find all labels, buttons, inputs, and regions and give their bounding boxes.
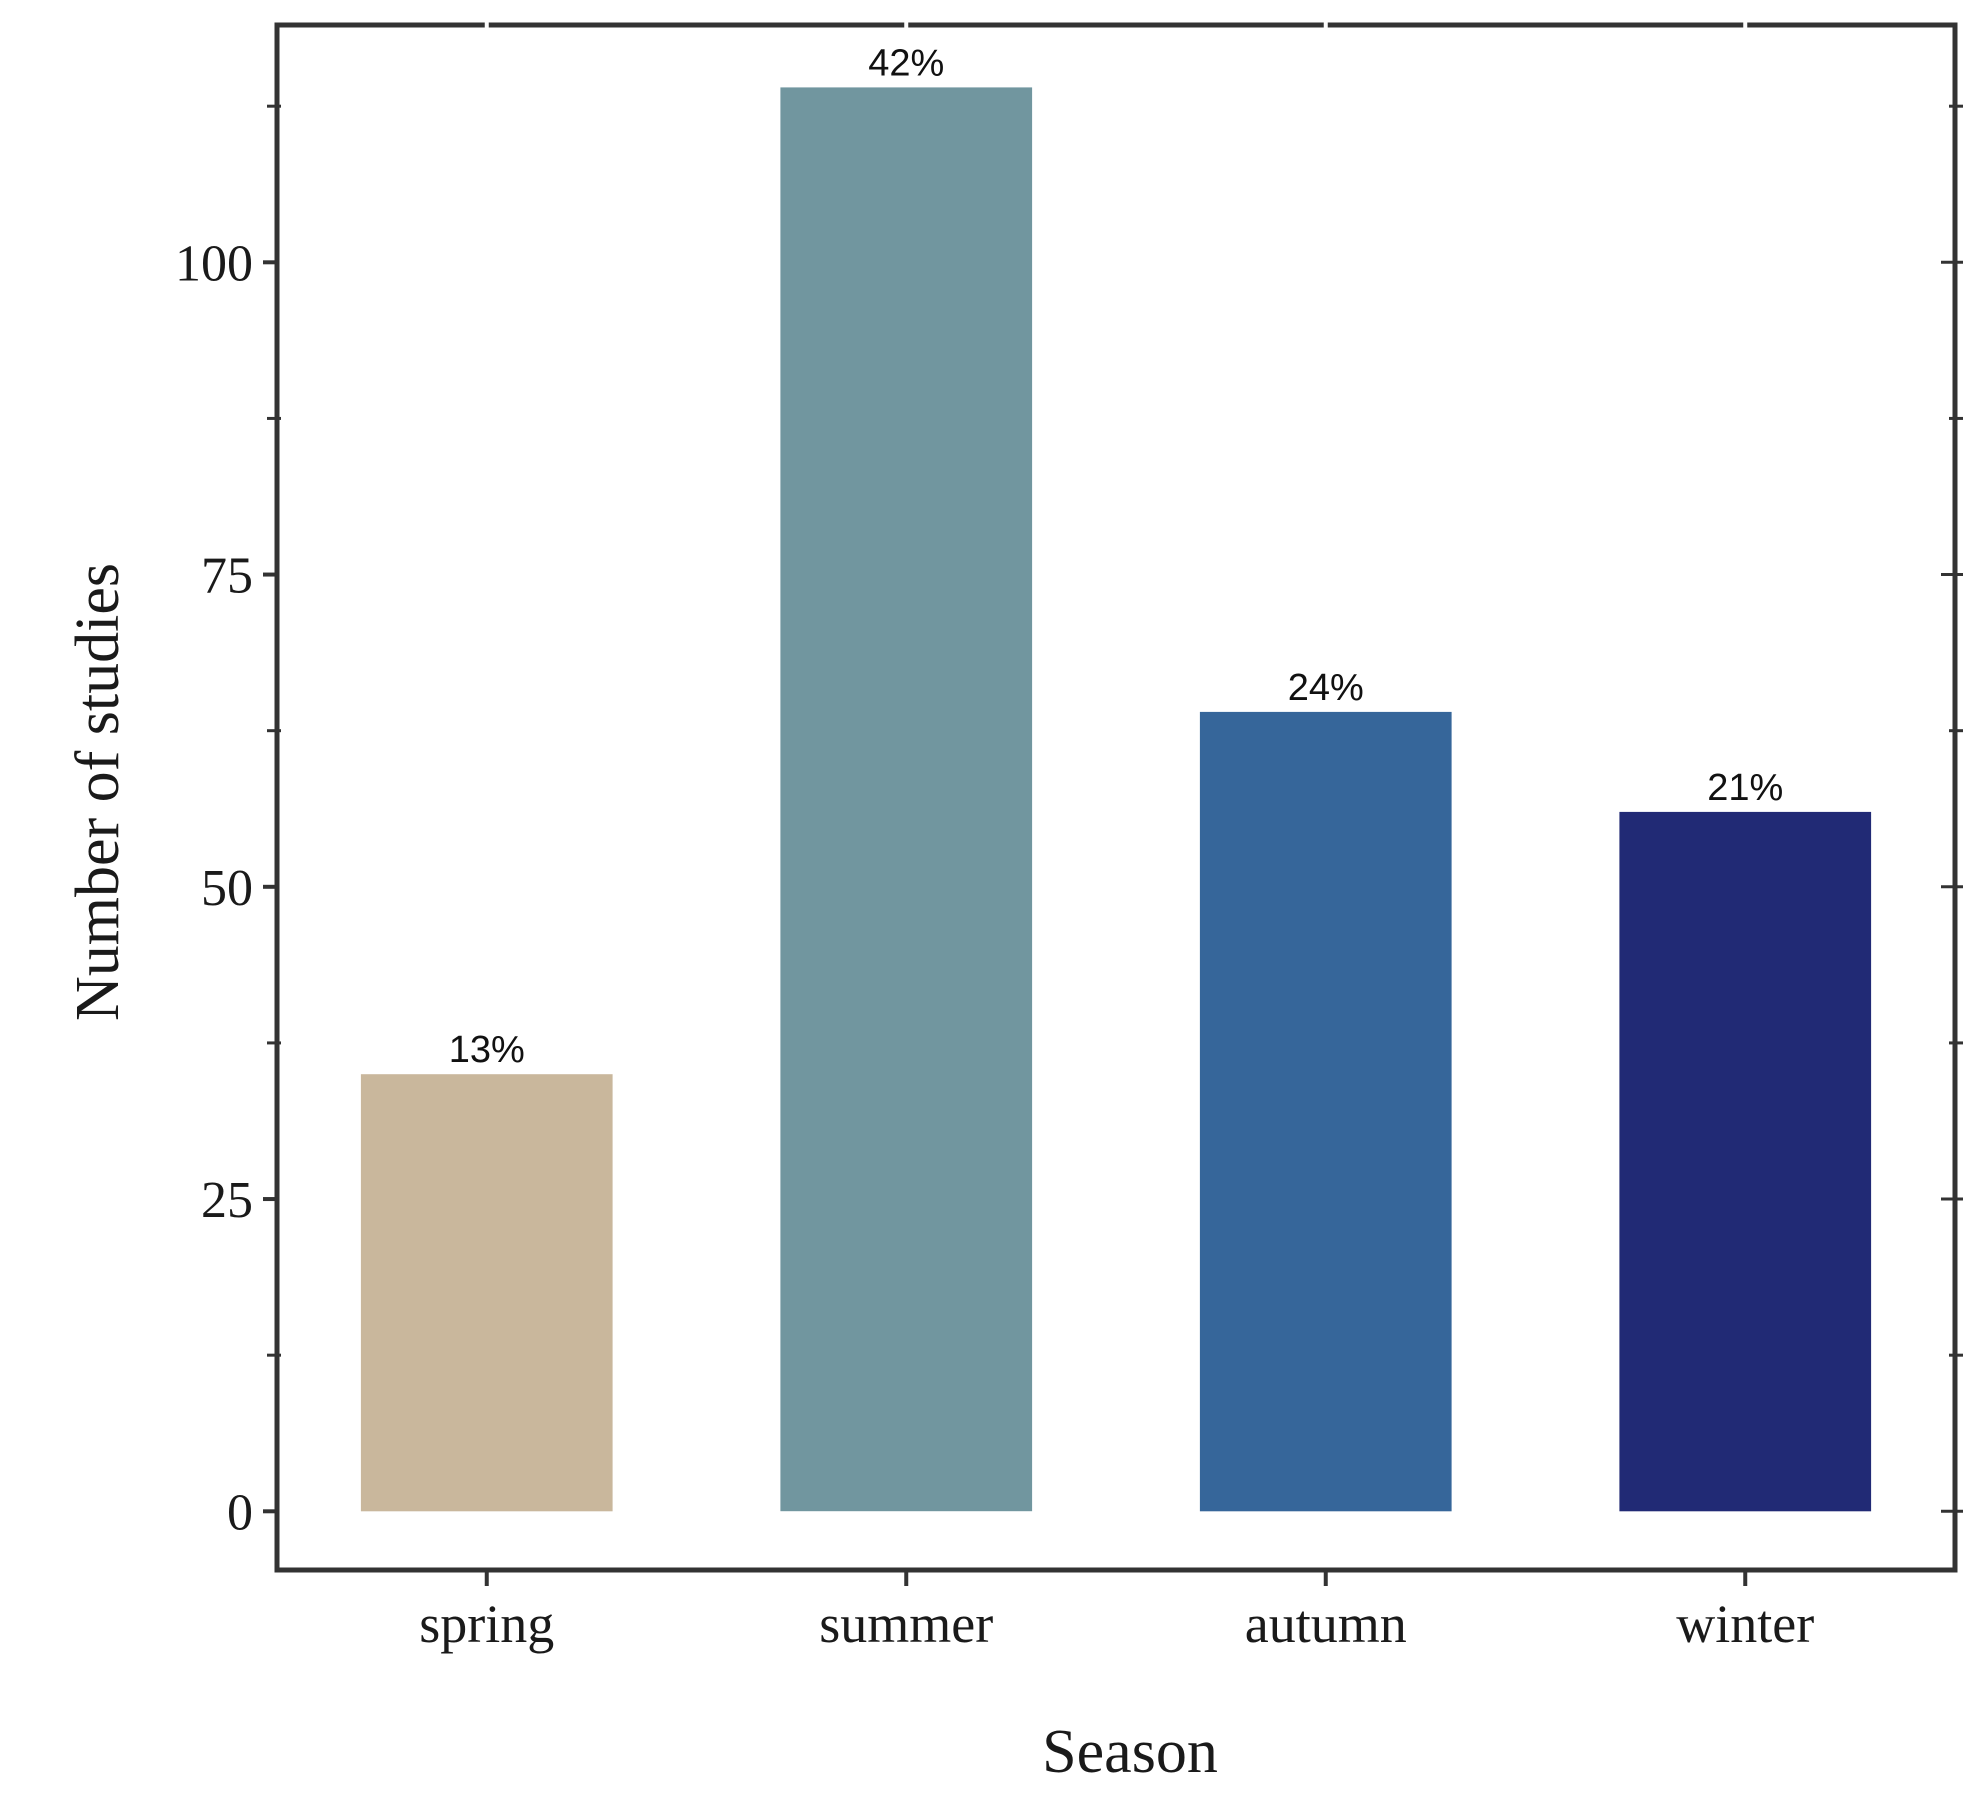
bars-layer: [360, 87, 1872, 1512]
y-tick-label: 75: [201, 548, 253, 605]
data-label-summer: 42%: [868, 42, 944, 84]
y-tick-label: 0: [227, 1484, 253, 1541]
data-label-autumn: 24%: [1288, 667, 1364, 709]
x-tick-label-spring: spring: [419, 1594, 554, 1654]
bar-winter: [1619, 811, 1872, 1512]
y-tick-label: 50: [201, 860, 253, 917]
data-labels-layer: 13% 42% 24% 21%: [449, 42, 1784, 1071]
axes-layer: 0 25 50 75 100 spring summer autumn winter: [175, 17, 1963, 1654]
bar-autumn: [1199, 711, 1452, 1512]
bar-summer: [780, 87, 1033, 1512]
x-tick-label-autumn: autumn: [1245, 1594, 1407, 1654]
x-axis-title: Season: [1042, 1718, 1218, 1786]
plot-frame: [274, 22, 1958, 1573]
y-tick-label: 25: [201, 1172, 253, 1229]
x-tick-label-summer: summer: [819, 1594, 993, 1654]
bar-spring: [360, 1074, 613, 1512]
x-tick-label-winter: winter: [1676, 1594, 1814, 1654]
y-axis-title: Number of studies: [64, 563, 132, 1021]
data-label-winter: 21%: [1707, 767, 1783, 809]
y-tick-label: 100: [175, 235, 253, 292]
data-label-spring: 13%: [449, 1029, 525, 1071]
